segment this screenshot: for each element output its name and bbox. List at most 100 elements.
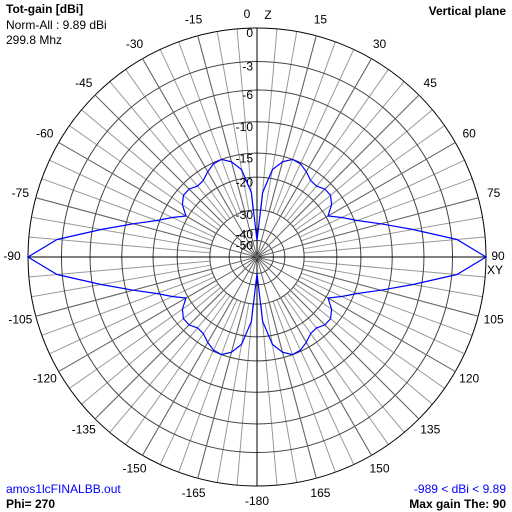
r-tick-label: -30 — [236, 208, 254, 222]
r-tick-label: -10 — [236, 120, 254, 134]
angle-tick-label: -90 — [3, 249, 21, 263]
angle-tick-label: -105 — [8, 313, 32, 327]
angle-tick-label: -15 — [185, 13, 203, 27]
angle-grid-line — [256, 35, 317, 258]
r-tick-label: -40 — [236, 227, 254, 241]
grid-spoke — [286, 292, 405, 433]
grid-spoke — [81, 286, 222, 405]
grid-spoke — [69, 125, 219, 231]
angle-grid-line — [256, 256, 456, 372]
angle-tick-label: -150 — [122, 461, 146, 475]
grid-spoke — [272, 41, 336, 213]
phi: Phi= 270 — [6, 497, 55, 511]
grid-spoke — [109, 81, 228, 222]
grid-spoke — [41, 272, 213, 336]
angle-tick-label: 105 — [484, 313, 504, 327]
angle-tick-label: -165 — [182, 486, 206, 500]
angle-grid-line — [256, 256, 420, 420]
angle-tick-label: -60 — [36, 127, 54, 141]
grid-spoke — [299, 276, 465, 355]
angle-grid-line — [256, 256, 372, 456]
r-tick-label: -3 — [242, 60, 253, 74]
angle-tick-label: 15 — [314, 13, 328, 27]
grid-spoke — [303, 264, 483, 298]
angle-grid-line — [197, 256, 258, 479]
angle-tick-label: 120 — [459, 372, 479, 386]
grid-spoke — [28, 260, 211, 278]
angle-grid-line — [256, 142, 456, 258]
angle-grid-line — [256, 94, 420, 258]
grid-spoke — [159, 49, 238, 215]
xy-label: XY — [487, 263, 503, 277]
r-tick-label: -15 — [236, 151, 254, 165]
grid — [27, 27, 487, 487]
grid-spoke — [125, 69, 231, 219]
max-gain: Max gain The: 90 — [409, 497, 506, 511]
grid-spoke — [301, 272, 473, 336]
angle-grid-line — [94, 94, 258, 258]
grid-spoke — [299, 159, 465, 238]
grid-spoke — [283, 295, 389, 445]
angle-grid-line — [256, 197, 479, 258]
angle-grid-line — [35, 197, 258, 258]
angle-tick-label: 60 — [462, 127, 476, 141]
grid-spoke — [301, 178, 473, 242]
grid-spoke — [283, 69, 389, 219]
r-tick-label: 0 — [246, 26, 253, 40]
angle-tick-label: -75 — [12, 186, 30, 200]
angle-grid-line — [35, 256, 258, 317]
angle-tick-label: 165 — [310, 486, 330, 500]
grid-spoke — [28, 236, 211, 254]
grid-spoke — [295, 283, 445, 389]
grid-spoke — [276, 299, 355, 465]
plane: Vertical plane — [429, 4, 507, 18]
grid-spoke — [125, 295, 231, 445]
grid-spoke — [295, 125, 445, 231]
r-tick-label: -6 — [242, 88, 253, 102]
grid-spoke — [260, 303, 278, 486]
angle-tick-label: 150 — [369, 461, 389, 475]
angle-grid-line — [94, 256, 258, 420]
grid-spoke — [49, 276, 215, 355]
angle-tick-label: -45 — [75, 76, 93, 90]
angle-tick-label: -120 — [33, 372, 57, 386]
grid-spoke — [31, 264, 211, 298]
angle-tick-label: 45 — [424, 76, 438, 90]
grid-spoke — [292, 286, 433, 405]
angle-grid-line — [256, 58, 372, 258]
angle-grid-line — [142, 58, 258, 258]
grid-spoke — [303, 236, 486, 254]
angle-tick-label: 90 — [491, 249, 505, 263]
angle-tick-label: -135 — [72, 422, 96, 436]
grid-spoke — [216, 303, 250, 483]
range: -989 < dBi < 9.89 — [414, 482, 506, 496]
chart-title: Tot-gain [dBi] — [6, 2, 83, 16]
grid-spoke — [303, 216, 483, 250]
grid-spoke — [264, 303, 298, 483]
grid-spoke — [81, 109, 222, 228]
r-tick-label: -50 — [236, 239, 254, 253]
grid-spoke — [292, 109, 433, 228]
angle-grid-line — [58, 142, 258, 258]
grid-spoke — [69, 283, 219, 389]
grid-spoke — [236, 303, 254, 486]
angle-tick-label: 135 — [420, 422, 440, 436]
angle-grid-line — [256, 256, 479, 317]
angle-tick-label: -30 — [126, 37, 144, 51]
grid-spoke — [41, 178, 213, 242]
grid-spoke — [49, 159, 215, 238]
grid-spoke — [109, 292, 228, 433]
grid-spoke — [303, 260, 486, 278]
angle-tick-label: 30 — [373, 37, 387, 51]
angle-tick-label: 0 — [244, 7, 251, 21]
grid-spoke — [260, 28, 278, 211]
angle-grid-line — [58, 256, 258, 372]
angle-tick-label: -180 — [245, 494, 269, 508]
grid-spoke — [31, 216, 211, 250]
angle-tick-label: 75 — [487, 186, 501, 200]
grid-spoke — [236, 28, 254, 211]
pattern-line — [26, 158, 488, 356]
grid-spoke — [178, 301, 242, 473]
subtitle: Norm-All : 9.89 dBi — [6, 18, 107, 32]
